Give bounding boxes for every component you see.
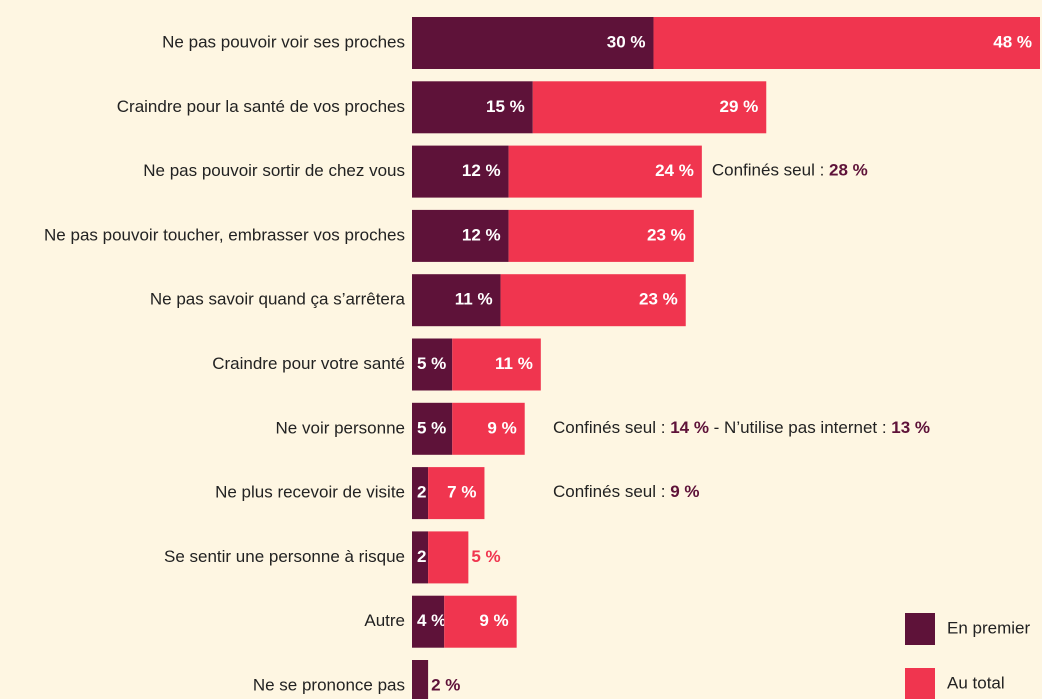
value-label: 9 % — [487, 418, 516, 437]
category-label: Ne plus recevoir de visite — [215, 483, 405, 502]
annotation: Confinés seul : 28 % — [712, 161, 868, 180]
bar — [500, 274, 686, 327]
annotation-part: Confinés seul : — [553, 418, 670, 437]
category-label: Ne pas pouvoir toucher, embrasser vos pr… — [44, 225, 405, 244]
annotation-part: 9 % — [670, 483, 699, 502]
legend-label: Au total — [947, 673, 1005, 692]
value-label: 5 % — [417, 354, 446, 373]
bar — [653, 17, 1040, 69]
category-label: Ne pas savoir quand ça s’arrêtera — [150, 290, 406, 309]
value-label: 29 % — [720, 97, 759, 116]
value-label: 23 % — [639, 290, 678, 309]
bar — [412, 81, 533, 134]
bar — [532, 81, 767, 134]
value-label: 11 % — [495, 354, 533, 373]
bar — [412, 595, 445, 648]
legend-label: En premier — [947, 618, 1030, 637]
annotation: Confinés seul : 9 % — [553, 483, 699, 502]
bar — [412, 467, 429, 520]
value-label: 48 % — [993, 32, 1032, 51]
bar — [508, 145, 702, 198]
category-label: Autre — [364, 611, 405, 630]
value-label: 9 % — [479, 611, 508, 630]
bar — [412, 402, 453, 455]
value-label: 5 % — [417, 418, 446, 437]
value-label: 30 % — [607, 32, 646, 51]
bar — [412, 274, 501, 327]
value-label: 23 % — [647, 225, 686, 244]
bar — [452, 402, 525, 455]
bar — [412, 338, 453, 391]
bar — [452, 338, 541, 391]
value-label: 15 % — [486, 97, 525, 116]
bar — [428, 467, 485, 520]
legend-swatch — [905, 668, 935, 699]
category-label: Ne voir personne — [276, 418, 405, 437]
value-label: 7 % — [447, 483, 476, 502]
bar — [428, 531, 469, 584]
category-label: Se sentir une personne à risque — [164, 547, 405, 566]
bar — [508, 209, 694, 262]
annotation-part: 13 % — [891, 418, 930, 437]
annotation-part: - N’utilise pas internet : — [709, 418, 891, 437]
value-label: 4 % — [417, 611, 446, 630]
bar — [412, 209, 509, 262]
category-label: Craindre pour la santé de vos proches — [117, 97, 405, 116]
value-label: 2 % — [431, 675, 460, 694]
value-label: 11 % — [455, 290, 493, 309]
annotation-part: Confinés seul : — [553, 483, 670, 502]
value-label: 12 % — [462, 225, 501, 244]
category-label: Ne pas pouvoir sortir de chez vous — [143, 161, 405, 180]
value-label: 24 % — [655, 161, 694, 180]
bar — [412, 531, 429, 584]
category-label: Ne se prononce pas — [253, 675, 405, 694]
legend-swatch — [905, 613, 935, 645]
annotation: Confinés seul : 14 % - N’utilise pas int… — [553, 418, 930, 437]
bar — [412, 145, 509, 198]
annotation-part: 14 % — [670, 418, 709, 437]
value-label: 12 % — [462, 161, 501, 180]
bar — [444, 595, 517, 648]
bar — [412, 17, 654, 69]
category-label: Craindre pour votre santé — [212, 354, 405, 373]
annotation-part: Confinés seul : — [712, 161, 829, 180]
category-label: Ne pas pouvoir voir ses proches — [162, 32, 405, 51]
annotation-part: 28 % — [829, 161, 868, 180]
bar — [412, 660, 429, 699]
value-label: 5 % — [471, 547, 500, 566]
